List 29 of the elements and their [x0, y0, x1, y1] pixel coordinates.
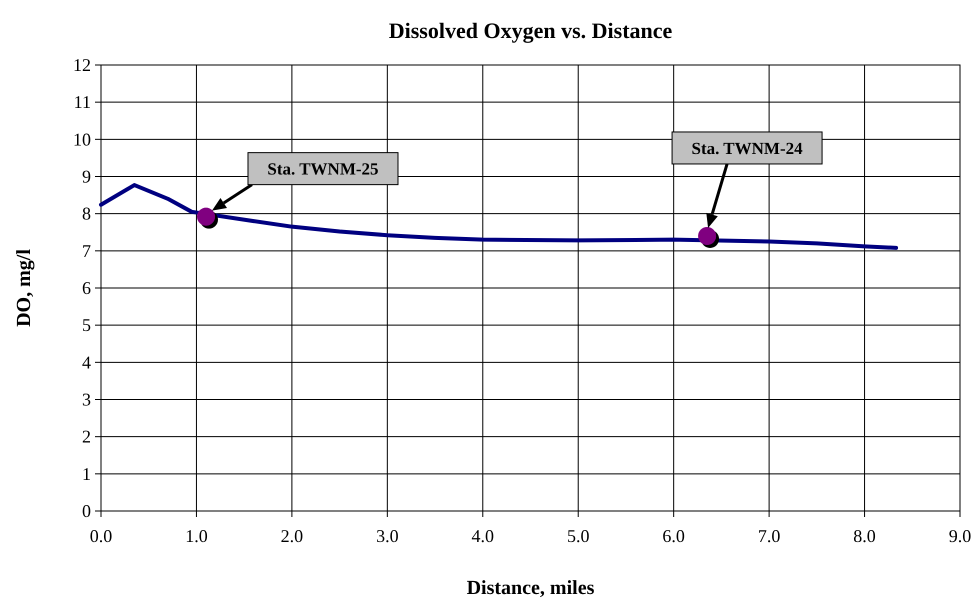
x-tick-label: 3.0 [376, 526, 399, 546]
x-tick-label: 8.0 [853, 526, 876, 546]
y-tick-label: 0 [82, 501, 91, 521]
x-axis-title: Distance, miles [466, 577, 595, 599]
x-tick-label: 0.0 [90, 526, 112, 546]
y-tick-label: 11 [74, 92, 91, 112]
x-tick-label: 1.0 [185, 526, 208, 546]
y-tick-label: 2 [82, 426, 91, 447]
y-tick-label: 4 [82, 352, 91, 372]
x-tick-label: 5.0 [566, 526, 590, 546]
y-tick-label: 9 [82, 166, 91, 186]
x-tick-label: 7.0 [758, 526, 780, 546]
y-tick-label: 7 [82, 240, 91, 261]
x-tick-label: 9.0 [948, 526, 972, 546]
y-tick-label: 12 [73, 55, 91, 75]
y-tick-label: 3 [82, 390, 91, 410]
x-tick-label: 6.0 [662, 526, 685, 546]
x-tick-label: 4.0 [472, 526, 494, 546]
line-series [99, 183, 898, 250]
y-tick-label: 6 [82, 278, 91, 298]
y-tick-label: 1 [82, 464, 91, 484]
chart-title: Dissolved Oxygen vs. Distance [388, 18, 673, 43]
y-tick-label: 10 [73, 129, 91, 150]
y-axis-title: DO, mg/l [13, 248, 35, 327]
annotation: Sta. TWNM-25 [267, 160, 379, 179]
annotation: Sta. TWNM-24 [692, 138, 804, 158]
y-tick-label: 5 [82, 315, 91, 336]
x-tick-label: 2.0 [280, 526, 304, 546]
y-tick-label: 8 [82, 204, 91, 224]
